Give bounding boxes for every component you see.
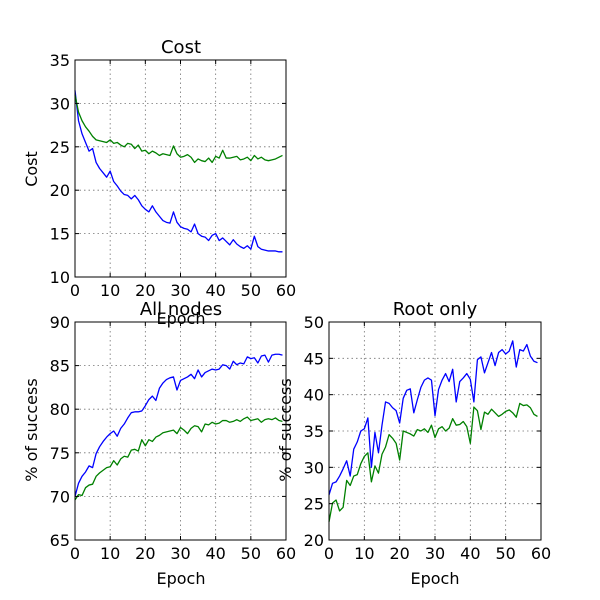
all-nodes-ytick-label: 65 <box>50 531 70 550</box>
all-nodes-ytick-label: 85 <box>50 357 70 376</box>
all-nodes-ytick-label: 90 <box>50 313 70 332</box>
all-nodes-series-green <box>74 416 283 501</box>
root-only-ytick-label: 20 <box>304 531 324 550</box>
all-nodes-xtick-label: 30 <box>170 544 190 563</box>
cost-xtick-label: 60 <box>276 281 296 300</box>
cost-xtick-label: 30 <box>170 281 190 300</box>
root-only-xtick-label: 60 <box>531 544 551 563</box>
cost-series-blue <box>74 90 283 253</box>
root-only-xtick-label: 50 <box>495 544 515 563</box>
cost-ytick-label: 25 <box>50 138 70 157</box>
all-nodes-ytick-label: 75 <box>50 444 70 463</box>
all-nodes-xtick-label: 20 <box>135 544 155 563</box>
root-only-xtick-label: 0 <box>324 544 334 563</box>
root-only-series-blue <box>328 340 538 496</box>
all-nodes-series-blue <box>74 353 283 497</box>
cost-chart-xlabel: Epoch <box>157 309 206 328</box>
all-nodes-xtick-label: 40 <box>205 544 225 563</box>
root-only-series-green <box>328 402 538 522</box>
all-nodes-xtick-label: 0 <box>70 544 80 563</box>
root-only-xtick-label: 10 <box>354 544 374 563</box>
cost-chart-ylabel: Cost <box>22 151 41 187</box>
root-only-ytick-label: 25 <box>304 495 324 514</box>
root-only-ytick-label: 45 <box>304 349 324 368</box>
cost-chart-title: Cost <box>161 37 201 58</box>
root-only-chart-xlabel: Epoch <box>411 569 460 588</box>
all-nodes-chart-xlabel: Epoch <box>157 569 206 588</box>
root-only-ytick-label: 35 <box>304 422 324 441</box>
cost-xtick-label: 0 <box>70 281 80 300</box>
cost-ytick-label: 15 <box>50 225 70 244</box>
all-nodes-ytick-label: 70 <box>50 487 70 506</box>
all-nodes-ytick-label: 80 <box>50 400 70 419</box>
root-only-ytick-label: 40 <box>304 386 324 405</box>
root-only-chart-ylabel: % of success <box>276 378 295 481</box>
cost-xtick-label: 40 <box>205 281 225 300</box>
root-only-chart: 0 10 20 30 40 50 60 20 25 30 35 40 45 50 Root only % … <box>276 299 551 588</box>
all-nodes-xtick-label: 60 <box>276 544 296 563</box>
cost-ytick-label: 30 <box>50 94 70 113</box>
all-nodes-chart-title: All nodes <box>140 299 222 320</box>
cost-xtick-label: 10 <box>100 281 120 300</box>
cost-ytick-label: 10 <box>50 268 70 287</box>
root-only-ytick-label: 50 <box>304 313 324 332</box>
all-nodes-xtick-label: 10 <box>100 544 120 563</box>
cost-series-green <box>74 94 283 164</box>
cost-xtick-label: 50 <box>241 281 261 300</box>
root-only-xtick-label: 40 <box>460 544 480 563</box>
root-only-ytick-label: 30 <box>304 458 324 477</box>
all-nodes-chart: 0 10 20 30 40 50 60 65 70 75 80 85 90 % of success E… <box>22 299 296 588</box>
root-only-xtick-label: 20 <box>389 544 409 563</box>
all-nodes-xtick-label: 50 <box>241 544 261 563</box>
root-only-xtick-label: 30 <box>425 544 445 563</box>
root-only-chart-title: Root only <box>393 299 478 320</box>
all-nodes-chart-ylabel: % of success <box>22 378 41 481</box>
cost-ytick-label: 20 <box>50 181 70 200</box>
cost-ytick-label: 35 <box>50 51 70 70</box>
cost-xtick-label: 20 <box>135 281 155 300</box>
